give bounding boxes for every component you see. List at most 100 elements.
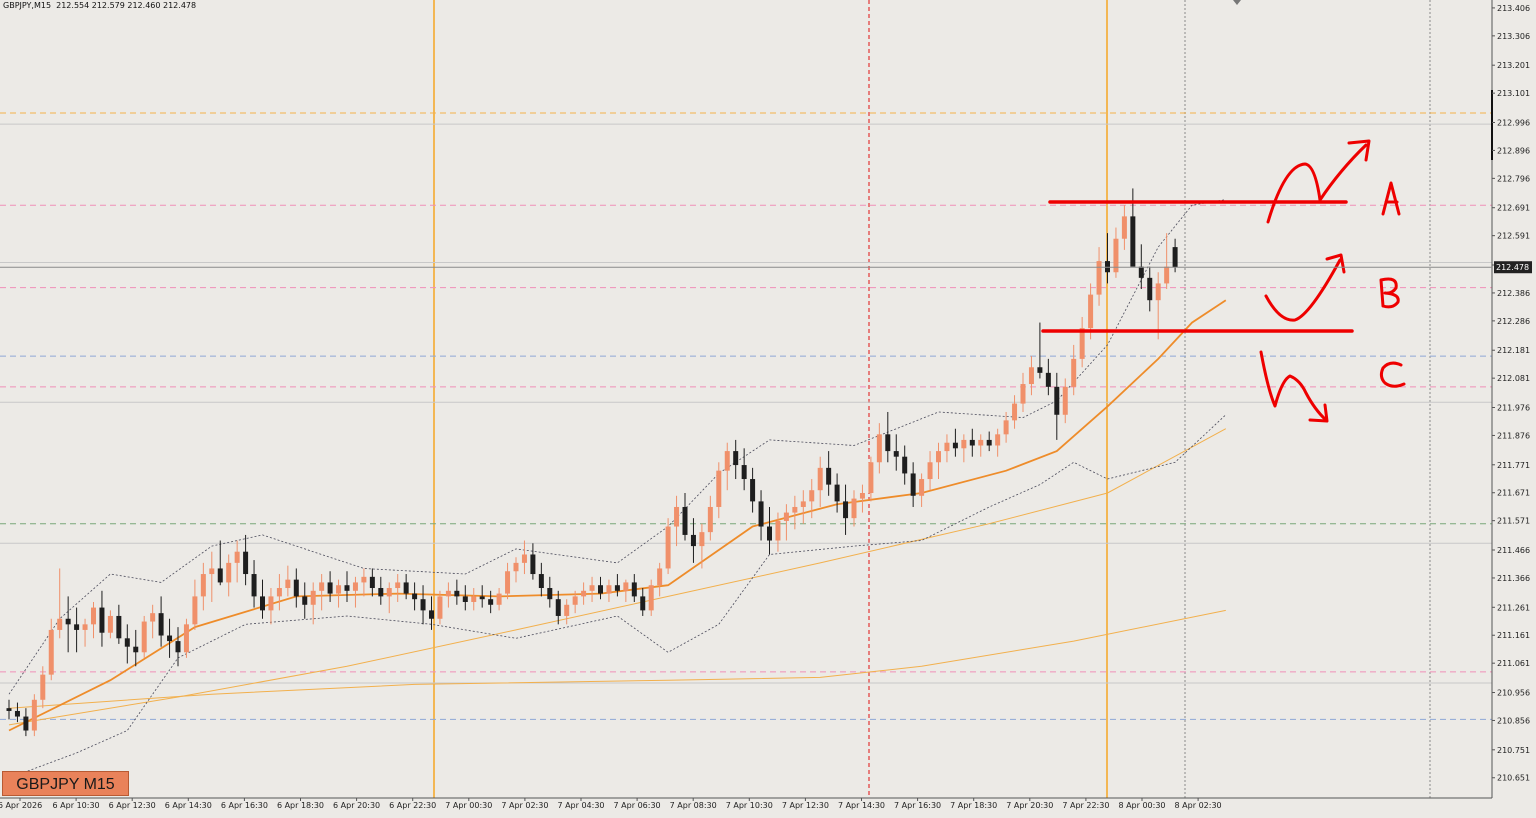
candle-body xyxy=(82,624,88,630)
candle-body xyxy=(293,579,299,597)
price-ticks: 213.406 213.306 213.201 213.101 212.996 212.8… xyxy=(1492,4,1530,783)
ma-slow-line xyxy=(8,428,1227,726)
candle-body xyxy=(682,506,688,535)
candle-body xyxy=(65,618,71,625)
candle-body xyxy=(352,582,358,591)
candle-body xyxy=(589,585,595,591)
candle-body xyxy=(707,506,713,533)
arrow-a-head-icon xyxy=(1347,139,1371,162)
time-tick-label: 7 Apr 22:30 xyxy=(1062,801,1109,810)
candle-body xyxy=(107,615,113,633)
hand-annotations xyxy=(1041,139,1406,423)
price-tick-label: 211.571 xyxy=(1497,517,1530,526)
price-tick-label: 211.876 xyxy=(1497,431,1530,440)
symbol-badge: GBPJPY M15 xyxy=(2,771,129,796)
candle-body xyxy=(792,506,798,513)
candle-body xyxy=(851,498,857,519)
candle-body xyxy=(412,593,418,600)
shift-marker-icon[interactable] xyxy=(1233,0,1241,5)
time-tick-label: 7 Apr 14:30 xyxy=(838,801,885,810)
candle-body xyxy=(454,590,460,597)
candle-body xyxy=(1045,372,1051,387)
candle-body xyxy=(843,501,849,519)
candle-body xyxy=(547,588,553,600)
candle-body xyxy=(91,607,96,625)
arrow-a-up-icon xyxy=(1266,143,1368,224)
price-tick-label: 211.466 xyxy=(1497,546,1530,555)
candle-body xyxy=(1113,238,1119,273)
candle-body xyxy=(462,596,468,602)
candle-body xyxy=(767,526,772,541)
price-tick-label: 210.751 xyxy=(1497,746,1530,755)
candle-body xyxy=(1037,367,1043,373)
indicators xyxy=(8,199,1227,779)
time-tick-label: 6 Apr 16:30 xyxy=(221,801,268,810)
candle-body xyxy=(1147,277,1153,301)
price-tick-label: 211.161 xyxy=(1497,631,1530,640)
candle-body xyxy=(614,585,620,591)
candle-body xyxy=(40,674,46,700)
candle-body xyxy=(733,451,739,466)
price-tick-label: 212.181 xyxy=(1497,346,1530,355)
time-tick-label: 7 Apr 04:30 xyxy=(557,801,604,810)
price-tick-label: 211.771 xyxy=(1497,461,1530,470)
candle-body xyxy=(336,585,342,594)
candle-body xyxy=(319,582,325,591)
candle-body xyxy=(268,596,274,611)
candles xyxy=(6,188,1178,737)
label-c-icon xyxy=(1379,361,1406,388)
label-b-icon xyxy=(1379,277,1400,309)
candle-body xyxy=(361,576,367,583)
price-tick-label: 212.286 xyxy=(1497,317,1530,326)
time-tick-label: 7 Apr 10:30 xyxy=(726,801,773,810)
price-tick-label: 213.101 xyxy=(1497,89,1530,98)
candle-body xyxy=(952,442,958,449)
candle-body xyxy=(665,526,671,569)
candle-body xyxy=(910,473,916,496)
price-tick-label: 211.671 xyxy=(1497,489,1530,498)
candle-body xyxy=(251,574,257,597)
price-tick-label: 210.856 xyxy=(1497,716,1530,725)
candle-body xyxy=(868,462,874,494)
candle-body xyxy=(995,434,1001,446)
time-tick-label: 7 Apr 12:30 xyxy=(782,801,829,810)
candle-body xyxy=(48,629,54,675)
price-tick-label: 213.201 xyxy=(1497,61,1530,70)
candle-body xyxy=(167,635,173,642)
candle-body xyxy=(640,596,646,611)
candle-body xyxy=(285,579,291,589)
price-tick-label: 212.591 xyxy=(1497,232,1530,241)
candle-body xyxy=(445,590,451,597)
candle-body xyxy=(1130,216,1136,267)
candle-body xyxy=(133,646,139,653)
bollinger-lower xyxy=(8,414,1227,779)
candle-body xyxy=(826,467,832,485)
candle-body xyxy=(1105,261,1110,273)
horizontal-levels xyxy=(0,112,1492,720)
price-tick-label: 212.691 xyxy=(1497,204,1530,213)
price-tick-label: 212.081 xyxy=(1497,374,1530,383)
candle-body xyxy=(834,484,840,502)
candle-body xyxy=(260,596,265,611)
candle-body xyxy=(513,562,519,572)
price-tick-label: 212.796 xyxy=(1497,174,1530,183)
time-tick-label: 6 Apr 12:30 xyxy=(109,801,156,810)
arrow-b-up-icon xyxy=(1264,258,1342,322)
candle-body xyxy=(1028,367,1034,385)
price-tick-label: 212.896 xyxy=(1497,146,1530,155)
candle-body xyxy=(234,551,240,563)
ma-long-line xyxy=(8,609,1226,709)
candle-body xyxy=(750,479,756,502)
candle-body xyxy=(902,456,908,474)
price-tick-label: 211.366 xyxy=(1497,574,1530,583)
candle-body xyxy=(936,451,941,463)
candle-body xyxy=(141,621,147,653)
candle-body xyxy=(1062,386,1068,415)
candle-body xyxy=(403,582,409,594)
candle-body xyxy=(74,624,80,630)
candle-body xyxy=(1054,386,1060,415)
candle-body xyxy=(741,465,747,480)
